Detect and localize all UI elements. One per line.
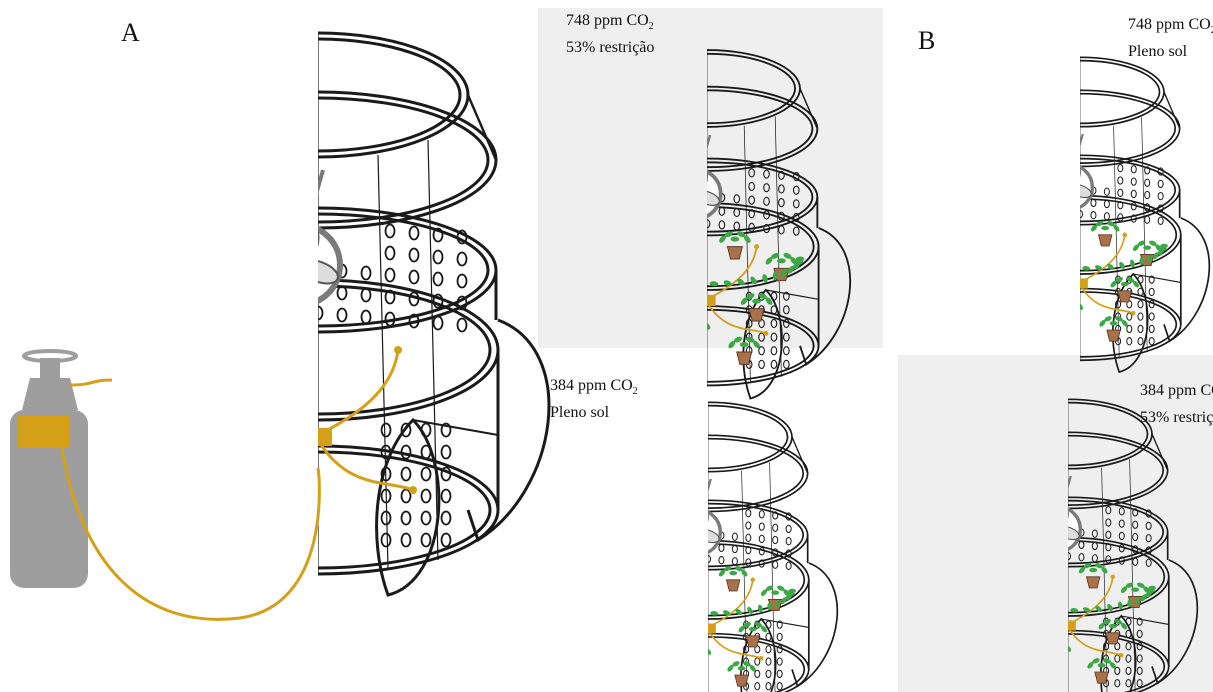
plant-pot-icon xyxy=(1000,672,1013,683)
plant-pot-icon xyxy=(1105,632,1121,645)
chamber-b4 xyxy=(994,398,1199,692)
plant-pot-icon xyxy=(994,596,1007,607)
fan-icon xyxy=(1068,475,1082,552)
plant-pot-icon xyxy=(1106,329,1121,342)
perforation-holes xyxy=(1068,506,1152,688)
panel-label-b: B xyxy=(918,26,936,55)
plant-pot-icon xyxy=(1048,235,1061,246)
caption-top-right: 748 ppm CO2 Pleno sol xyxy=(1128,16,1213,61)
manifold-valve-icon xyxy=(708,623,716,634)
plant-pot-icon xyxy=(1097,234,1113,247)
plants xyxy=(634,565,796,687)
caption-bottom-right: 384 ppm CO2 53% restrição xyxy=(1140,382,1213,427)
plant-pot-icon xyxy=(1006,254,1019,265)
plant-pot-icon xyxy=(726,246,743,260)
plant-pot-icon xyxy=(1036,577,1049,588)
panel-label-a: A xyxy=(121,18,140,47)
plant-pot-icon xyxy=(748,308,765,322)
manifold-valve-icon xyxy=(318,428,332,446)
plant-pot-icon xyxy=(1016,633,1029,644)
chamber-b3 xyxy=(634,401,839,692)
plant-pot-icon xyxy=(745,635,761,648)
manifold-valve-icon xyxy=(707,294,716,307)
plant-pot-icon xyxy=(676,580,689,591)
co2-cylinder-icon xyxy=(10,349,113,588)
plant-pot-icon xyxy=(687,333,702,345)
chamber-b1 xyxy=(625,49,851,400)
plant-pot-icon xyxy=(672,247,687,259)
plant-pot-icon xyxy=(656,636,669,647)
perforation-holes xyxy=(708,509,792,691)
perforation-holes xyxy=(707,168,800,369)
plant-pot-icon xyxy=(690,658,703,669)
plant-pot-icon xyxy=(725,579,741,592)
plant-pot-icon xyxy=(1117,290,1133,303)
co2-feed-tube xyxy=(60,447,321,621)
chamber-b2 xyxy=(1006,56,1211,373)
perforation-holes xyxy=(1080,164,1164,346)
plants xyxy=(625,231,805,365)
plant-pot-icon xyxy=(1050,655,1063,666)
fan-icon xyxy=(707,134,723,219)
plant-pot-icon xyxy=(1028,291,1041,302)
plant-pot-icon xyxy=(736,351,753,365)
chamber-a xyxy=(318,31,551,597)
fan-icon xyxy=(318,169,343,305)
plant-pot-icon xyxy=(1062,313,1075,324)
manifold-valve-icon xyxy=(1068,620,1076,631)
plant-pot-icon xyxy=(640,675,653,686)
plant-pot-icon xyxy=(625,268,640,280)
plant-pot-icon xyxy=(734,674,749,687)
caption-bottom-left: 384 ppm CO2 Pleno sol xyxy=(550,377,638,422)
plants xyxy=(1006,220,1168,342)
plant-pot-icon xyxy=(631,352,646,364)
caption-top-left: 748 ppm CO2 53% restrição xyxy=(566,12,655,57)
plant-pot-icon xyxy=(634,599,647,610)
fan-icon xyxy=(708,478,722,555)
plant-pot-icon xyxy=(1012,330,1025,341)
plants xyxy=(994,562,1156,684)
plant-pot-icon xyxy=(650,309,665,321)
manifold-valve-icon xyxy=(1080,278,1088,289)
fan-icon xyxy=(1080,133,1094,210)
plant-pot-icon xyxy=(1085,576,1101,589)
plant-pot-icon xyxy=(1094,671,1109,684)
